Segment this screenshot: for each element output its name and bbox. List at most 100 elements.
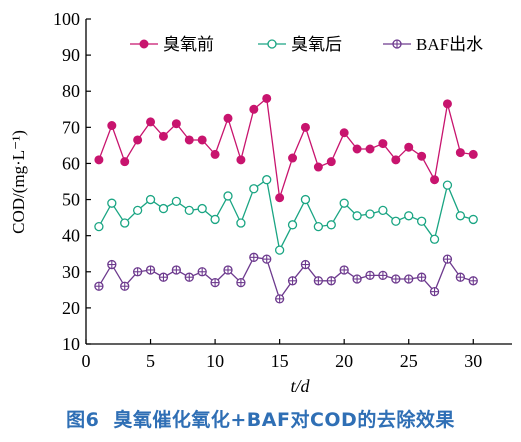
data-point (404, 211, 414, 221)
data-point (300, 259, 311, 270)
data-point (313, 162, 323, 172)
data-point (249, 252, 259, 262)
data-point (417, 151, 427, 161)
data-point (326, 220, 336, 230)
data-point (275, 193, 285, 203)
series-2 (94, 175, 478, 255)
series-1 (94, 93, 478, 203)
data-point (455, 211, 466, 221)
data-point (197, 203, 207, 214)
data-point (184, 135, 194, 145)
data-point (442, 180, 453, 190)
data-point (210, 214, 220, 225)
data-point (352, 274, 362, 284)
data-point (468, 276, 478, 286)
data-point (326, 157, 336, 167)
data-point (236, 218, 246, 228)
data-point (352, 211, 362, 221)
data-point (326, 276, 336, 286)
data-point (236, 155, 246, 165)
data-point (223, 191, 233, 201)
x-tick-label: 20 (335, 351, 353, 371)
legend-marker (392, 39, 402, 49)
data-point (404, 142, 414, 152)
data-point (391, 274, 401, 284)
data-point (223, 113, 233, 123)
data-point (94, 221, 104, 232)
y-tick-label: 10 (62, 334, 80, 354)
x-tick-label: 0 (82, 351, 91, 371)
series-line (98, 97, 474, 199)
data-point (249, 184, 259, 194)
data-point (468, 149, 478, 159)
data-point (197, 135, 207, 145)
data-point (94, 155, 104, 165)
figure-caption: 图6 臭氧催化氧化+BAF对COD的去除效果 (0, 405, 521, 432)
y-tick-label: 100 (53, 9, 80, 29)
cod-line-chart: 10 20 30 40 50 60 70 80 90 100 0 5 10 15 20 25 30 臭氧前 臭氧后… (9, 9, 512, 396)
data-point (313, 221, 324, 232)
data-point (313, 276, 324, 286)
series-3 (94, 252, 478, 304)
data-point (120, 281, 130, 291)
data-point (133, 135, 143, 145)
data-point (288, 153, 298, 163)
data-point (107, 259, 117, 270)
data-point (210, 277, 220, 288)
data-point (365, 144, 375, 154)
y-tick-label: 30 (62, 262, 80, 282)
data-point (184, 272, 194, 282)
data-point (132, 267, 143, 277)
data-point (287, 276, 298, 286)
data-point (300, 194, 311, 205)
data-point (300, 122, 310, 132)
data-point (429, 286, 440, 297)
data-point (365, 270, 375, 281)
data-point (94, 281, 104, 291)
data-point (236, 277, 246, 288)
legend-marker (139, 39, 149, 49)
y-tick-label: 80 (62, 81, 80, 101)
data-point (171, 196, 182, 207)
data-point (158, 203, 169, 214)
data-point (416, 272, 427, 282)
data-point (468, 214, 478, 225)
x-tick-label: 25 (400, 351, 418, 371)
data-point (262, 175, 272, 185)
data-point (339, 265, 349, 275)
x-tick-label: 5 (146, 351, 155, 371)
data-point (416, 216, 427, 226)
data-point (107, 198, 117, 208)
legend-label: 臭氧后 (291, 35, 342, 54)
data-point (210, 149, 220, 159)
data-point (430, 175, 440, 185)
axes-layer: 10 20 30 40 50 60 70 80 90 100 0 5 10 15 20 25 30 (53, 9, 512, 371)
data-point (145, 265, 156, 275)
data-point (378, 205, 388, 216)
data-point (287, 220, 298, 230)
data-point (262, 93, 272, 103)
x-axis-label: t/d (290, 376, 310, 396)
data-point (352, 144, 362, 154)
data-point (171, 119, 181, 129)
data-point (145, 194, 156, 205)
data-point (197, 267, 207, 277)
data-point (262, 254, 272, 264)
x-tick-label: 15 (271, 351, 289, 371)
data-point (391, 155, 401, 165)
y-tick-label: 40 (62, 226, 80, 246)
legend-item-3: BAF出水 (383, 35, 483, 54)
y-tick-label: 90 (62, 45, 80, 65)
y-tick-label: 60 (62, 153, 80, 173)
y-tick-label: 70 (62, 117, 80, 137)
data-point (249, 104, 259, 114)
data-point (442, 254, 453, 264)
data-point (132, 205, 143, 216)
data-point (365, 209, 375, 219)
data-point (429, 234, 440, 244)
data-point (223, 265, 233, 275)
data-point (120, 218, 130, 228)
data-point (378, 270, 388, 281)
data-point (120, 157, 130, 167)
legend-label: BAF出水 (416, 35, 483, 54)
